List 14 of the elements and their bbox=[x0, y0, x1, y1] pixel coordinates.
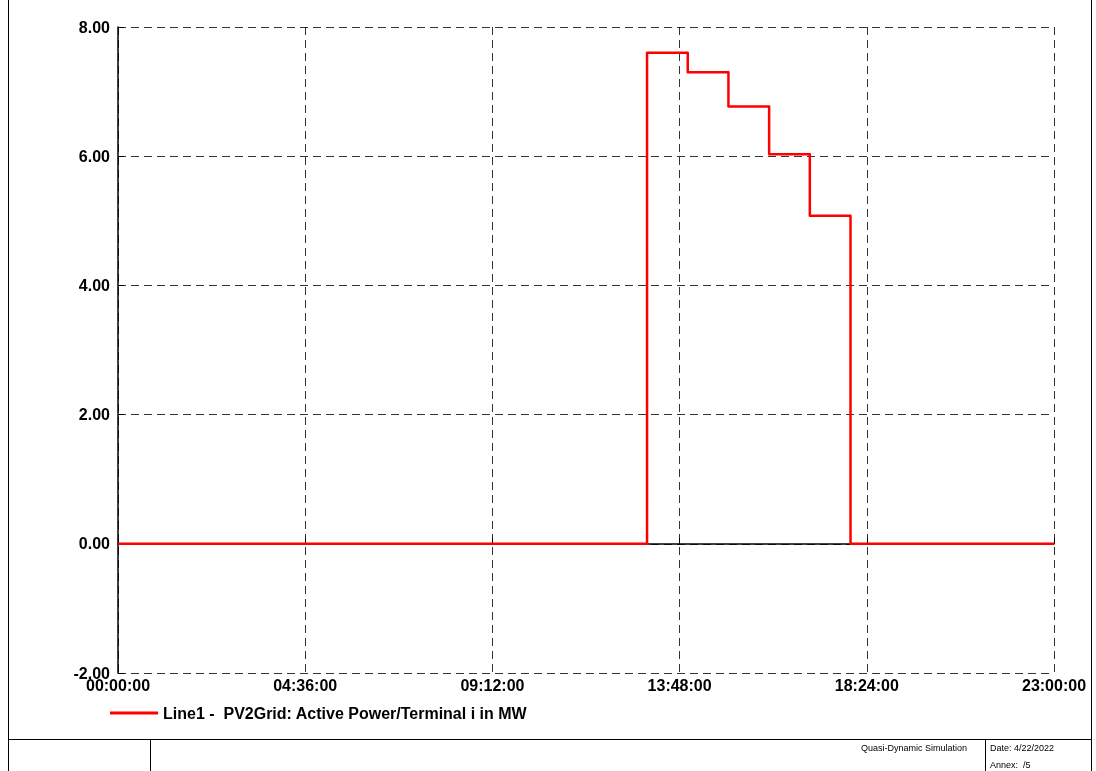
text: Annex: /5 bbox=[990, 760, 1031, 770]
x-tick-label: 09:12:00 bbox=[460, 676, 525, 694]
y-tick-label: 8.00 bbox=[78, 18, 111, 36]
text: Quasi-Dynamic Simulation bbox=[860, 743, 967, 753]
x-tick-label: 13:48:00 bbox=[647, 676, 712, 694]
y-tick-label: 6.00 bbox=[78, 147, 111, 165]
y-tick-label: 0.00 bbox=[78, 535, 111, 553]
x-tick-label: 18:24:00 bbox=[834, 676, 899, 694]
y-tick-label: 4.00 bbox=[78, 276, 111, 294]
legend-label: Line1 - PV2Grid: Active Power/Terminal i in MW bbox=[163, 704, 528, 722]
y-tick-label: 2.00 bbox=[78, 406, 111, 424]
text: Date: 4/22/2022 bbox=[990, 743, 1055, 753]
x-tick-label: 23:00:00 bbox=[1021, 676, 1087, 694]
x-tick-label: 04:36:00 bbox=[273, 676, 338, 694]
